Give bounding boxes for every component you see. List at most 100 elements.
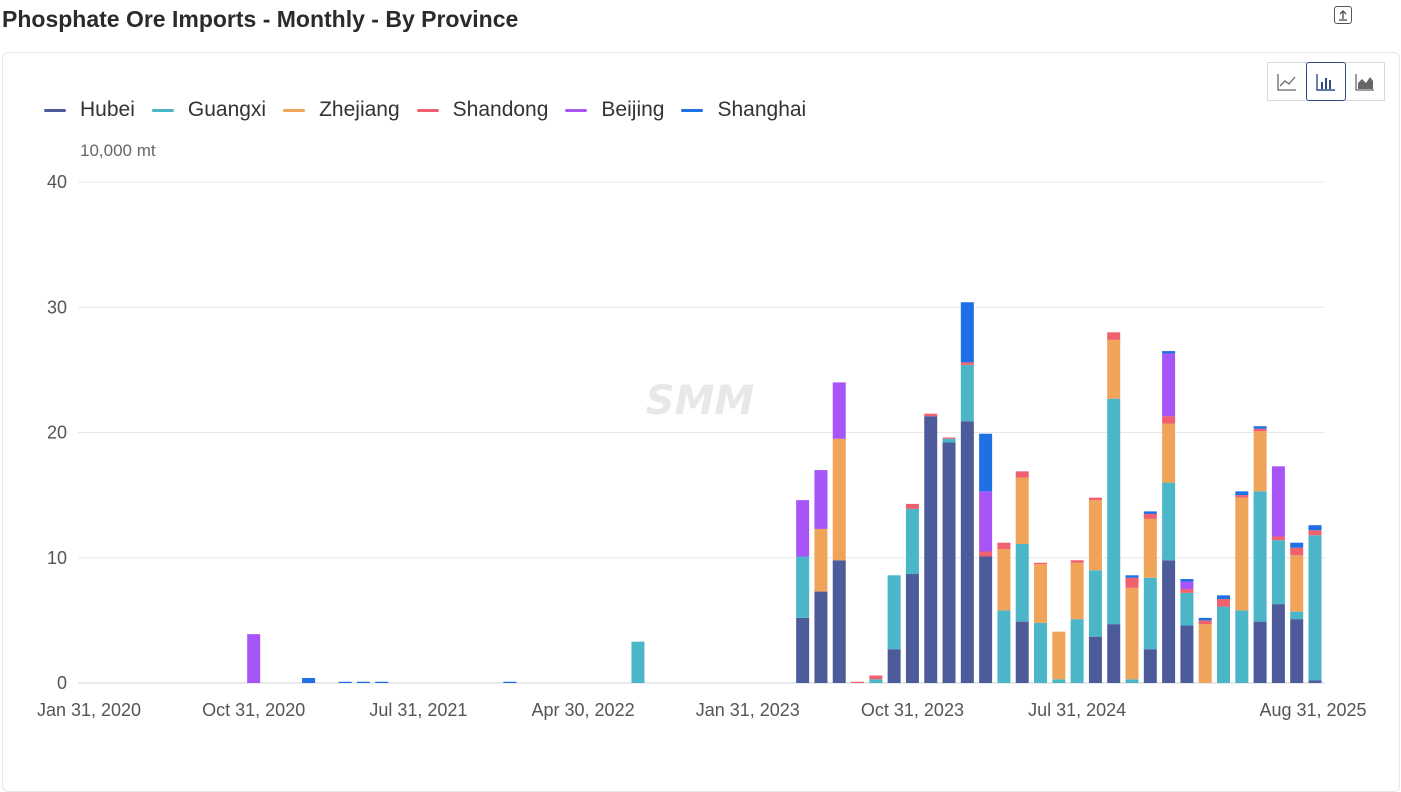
bar-zhejiang-jun-30-2023	[832, 438, 846, 561]
bar-hubei-oct-31-2023	[905, 574, 919, 683]
bar-shandong-aug-31-2025	[1308, 530, 1322, 536]
bar-guangxi-sep-30-2023	[887, 575, 901, 650]
y-tick-label: 40	[47, 172, 67, 192]
bar-hubei-nov-30-2023	[924, 416, 938, 683]
legend-item-hubei[interactable]: Hubei	[44, 98, 135, 122]
bar-guangxi-dec-31-2023	[942, 438, 956, 443]
bar-shandong-may-31-2024	[1034, 562, 1048, 565]
bar-beijing-apr-30-2023	[796, 500, 810, 557]
bar-shandong-aug-31-2023	[869, 675, 883, 680]
legend-label: Hubei	[80, 98, 135, 121]
bar-hubei-jun-30-2025	[1271, 604, 1285, 683]
bar-shandong-oct-31-2023	[905, 503, 919, 509]
legend-item-zhejiang[interactable]: Zhejiang	[283, 98, 400, 122]
x-tick-label: Aug 31, 2025	[1259, 700, 1366, 720]
legend-item-shandong[interactable]: Shandong	[416, 98, 549, 122]
bar-shanghai-aug-31-2025	[1308, 525, 1322, 531]
bar-guangxi-aug-31-2023	[869, 679, 883, 683]
bar-shanghai-dec-31-2021	[503, 681, 517, 683]
bar-shanghai-jul-31-2025	[1290, 542, 1304, 548]
x-tick-label: Oct 31, 2020	[202, 700, 305, 720]
bar-guangxi-dec-31-2024	[1162, 482, 1176, 561]
legend-swatch	[565, 108, 588, 112]
bar-guangxi-aug-31-2025	[1308, 535, 1322, 681]
y-tick-label: 10	[47, 548, 67, 568]
x-tick-label: Oct 31, 2023	[861, 700, 964, 720]
legend-swatch	[151, 108, 174, 112]
bar-guangxi-mar-31-2025	[1217, 606, 1231, 683]
bar-guangxi-apr-30-2025	[1235, 610, 1249, 683]
x-tick-label: Jul 31, 2021	[369, 700, 467, 720]
bar-zhejiang-mar-31-2024	[997, 548, 1011, 611]
y-axis-unit: 10,000 mt	[80, 141, 156, 160]
legend-swatch	[681, 108, 704, 112]
bar-guangxi-jun-30-2025	[1271, 540, 1285, 605]
legend-item-shanghai[interactable]: Shanghai	[681, 98, 806, 122]
line-chart-icon[interactable]	[1267, 62, 1307, 101]
bar-guangxi-mar-31-2024	[997, 610, 1011, 683]
legend-label: Guangxi	[187, 98, 267, 121]
bar-shandong-dec-31-2024	[1162, 416, 1176, 424]
legend-item-beijing[interactable]: Beijing	[565, 98, 664, 122]
bar-shandong-feb-28-2025	[1198, 620, 1212, 625]
bar-shandong-dec-31-2023	[942, 437, 956, 439]
bar-guangxi-may-31-2025	[1253, 491, 1267, 622]
bar-guangxi-jun-30-2024	[1052, 679, 1066, 683]
bar-guangxi-nov-30-2024	[1143, 577, 1157, 650]
bar-hubei-dec-31-2024	[1162, 560, 1176, 683]
bar-guangxi-apr-30-2024	[1015, 543, 1029, 622]
chart-type-toggle	[1267, 62, 1385, 101]
bar-shanghai-mar-31-2025	[1217, 595, 1231, 600]
y-tick-label: 0	[57, 673, 67, 693]
bar-hubei-sep-30-2024	[1107, 624, 1121, 683]
legend-label: Shanghai	[717, 98, 807, 121]
bar-guangxi-jul-31-2022	[631, 641, 645, 683]
bar-beijing-may-31-2023	[814, 470, 828, 529]
bar-zhejiang-oct-31-2024	[1125, 587, 1139, 680]
bar-guangxi-apr-30-2023	[796, 556, 810, 618]
bar-shanghai-may-31-2021	[375, 681, 389, 683]
bar-shandong-nov-30-2024	[1143, 513, 1157, 519]
bar-shanghai-mar-31-2021	[338, 681, 352, 683]
bar-shanghai-oct-31-2024	[1125, 575, 1139, 578]
bar-shandong-jul-31-2025	[1290, 547, 1304, 556]
area-chart-icon[interactable]	[1345, 62, 1385, 101]
bar-guangxi-may-31-2024	[1034, 622, 1048, 683]
bar-shanghai-jan-31-2025	[1180, 579, 1194, 582]
bar-beijing-oct-31-2020	[247, 634, 261, 683]
bar-guangxi-jan-31-2024	[960, 364, 974, 422]
bar-shandong-jul-31-2023	[851, 681, 865, 683]
bar-shanghai-dec-31-2024	[1162, 351, 1176, 354]
legend-swatch	[44, 108, 66, 112]
bar-hubei-may-31-2023	[814, 591, 828, 683]
bar-guangxi-sep-30-2024	[1107, 398, 1121, 625]
bar-beijing-dec-31-2024	[1162, 353, 1176, 417]
bar-hubei-jan-31-2025	[1180, 625, 1194, 683]
bar-chart-icon[interactable]	[1306, 62, 1346, 101]
page-title: Phosphate Ore Imports - Monthly - By Pro…	[2, 6, 519, 32]
bar-shandong-jun-30-2025	[1271, 536, 1285, 541]
legend-item-guangxi[interactable]: Guangxi	[151, 98, 267, 122]
bar-zhejiang-nov-30-2024	[1143, 518, 1157, 578]
bar-zhejiang-apr-30-2025	[1235, 497, 1249, 611]
bar-zhejiang-feb-28-2025	[1198, 624, 1212, 683]
bar-shandong-mar-31-2024	[997, 542, 1011, 549]
bar-hubei-aug-31-2025	[1308, 680, 1322, 683]
legend-swatch	[283, 108, 306, 112]
x-tick-label: Apr 30, 2022	[532, 700, 635, 720]
bar-shandong-apr-30-2024	[1015, 471, 1029, 478]
bar-shanghai-apr-30-2021	[356, 681, 370, 683]
legend-label: Shandong	[452, 98, 549, 121]
export-icon[interactable]	[1334, 6, 1352, 24]
bar-beijing-jan-31-2025	[1180, 581, 1194, 590]
bar-zhejiang-apr-30-2024	[1015, 477, 1029, 544]
bar-hubei-nov-30-2024	[1143, 649, 1157, 683]
bar-zhejiang-may-31-2025	[1253, 431, 1267, 492]
legend-label: Zhejiang	[319, 98, 400, 121]
bar-hubei-sep-30-2023	[887, 649, 901, 683]
bar-shanghai-apr-30-2025	[1235, 491, 1249, 496]
watermark-logo: SMM	[646, 378, 754, 424]
bar-shandong-jul-31-2024	[1070, 560, 1084, 563]
bar-guangxi-jul-31-2025	[1290, 611, 1304, 620]
bar-beijing-jun-30-2023	[832, 382, 846, 439]
